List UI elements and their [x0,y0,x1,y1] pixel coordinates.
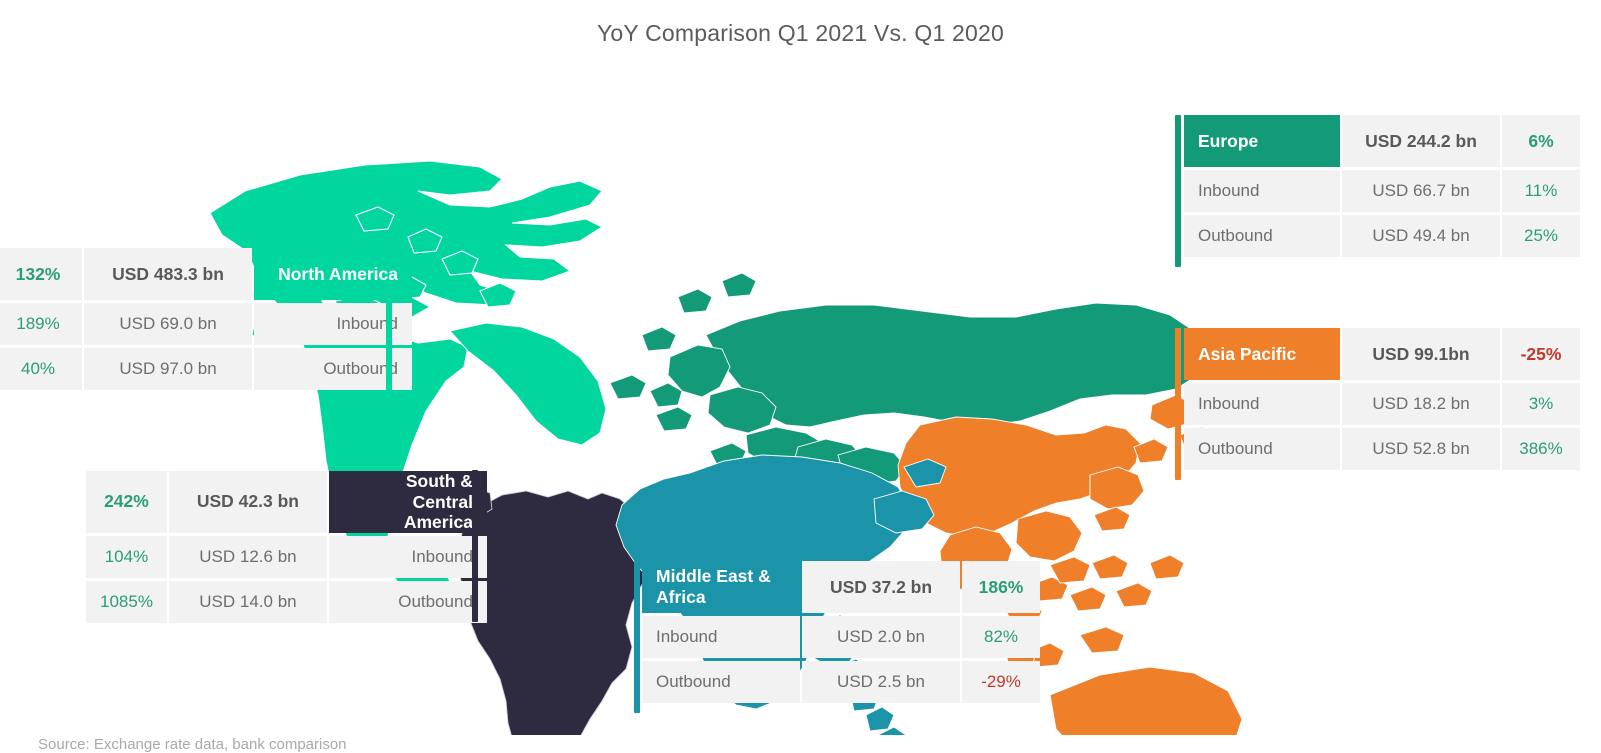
ap-inbound-pct: 3% [1502,383,1580,425]
sca-outbound-pct: 1085% [86,580,167,623]
table-row: 40% USD 97.0 bn Outbound [0,348,412,390]
sca-inbound-value: USD 12.6 bn [168,535,327,578]
na-outbound-label: Outbound [254,348,412,390]
region-table-middle-east-africa: Middle East & Africa USD 37.2 bn 186% In… [640,558,1042,706]
ap-outbound-label: Outbound [1184,428,1340,470]
mea-inbound-label: Inbound [642,616,800,658]
mea-total-value: USD 37.2 bn [802,561,960,613]
na-inbound-value: USD 69.0 bn [84,303,252,345]
page-title: YoY Comparison Q1 2021 Vs. Q1 2020 [596,20,1004,46]
table-row: 189% USD 69.0 bn Inbound [0,303,412,345]
ap-outbound-value: USD 52.8 bn [1342,428,1500,470]
region-table-europe: Europe USD 244.2 bn 6% Inbound USD 66.7 … [1182,112,1582,260]
mea-inbound-pct: 82% [962,616,1040,658]
table-row: 1085% USD 14.0 bn Outbound [86,580,487,623]
na-accent-bar [386,300,392,395]
sca-outbound-value: USD 14.0 bn [168,580,327,623]
ap-inbound-value: USD 18.2 bn [1342,383,1500,425]
region-table-south-central-america: 242% USD 42.3 bn South & Central America… [84,468,489,626]
eu-outbound-value: USD 49.4 bn [1342,215,1500,257]
ap-outbound-pct: 386% [1502,428,1580,470]
mea-inbound-value: USD 2.0 bn [802,616,960,658]
mea-outbound-value: USD 2.5 bn [802,661,960,703]
sca-total-pct: 242% [86,471,167,533]
sca-inbound-label: Inbound [328,535,487,578]
table-row: 242% USD 42.3 bn South & Central America [86,471,487,533]
sca-region-name: South & Central America [328,471,487,533]
mea-outbound-pct: -29% [962,661,1040,703]
na-total-pct: 132% [0,248,82,300]
na-total-value: USD 483.3 bn [84,248,252,300]
ap-total-value: USD 99.1bn [1342,328,1500,380]
table-row: Inbound USD 2.0 bn 82% [642,616,1040,658]
sca-accent-bar [472,470,478,622]
mea-total-pct: 186% [962,561,1040,613]
table-row: 132% USD 483.3 bn North America [0,248,412,300]
sca-total-value: USD 42.3 bn [168,471,327,533]
ap-region-name: Asia Pacific [1184,328,1340,380]
sca-inbound-pct: 104% [86,535,167,578]
table-row: Middle East & Africa USD 37.2 bn 186% [642,561,1040,613]
sca-outbound-label: Outbound [328,580,487,623]
table-row: 104% USD 12.6 bn Inbound [86,535,487,578]
eu-region-name: Europe [1184,115,1340,167]
eu-inbound-pct: 11% [1502,170,1580,212]
eu-accent-bar [1175,115,1181,267]
na-inbound-pct: 189% [0,303,82,345]
na-inbound-label: Inbound [254,303,412,345]
table-row: Asia Pacific USD 99.1bn -25% [1184,328,1580,380]
table-row: Outbound USD 49.4 bn 25% [1184,215,1580,257]
region-table-north-america: 132% USD 483.3 bn North America 189% USD… [0,245,414,393]
table-row: Europe USD 244.2 bn 6% [1184,115,1580,167]
na-outbound-value: USD 97.0 bn [84,348,252,390]
table-row: Inbound USD 66.7 bn 11% [1184,170,1580,212]
region-table-asia-pacific: Asia Pacific USD 99.1bn -25% Inbound USD… [1182,325,1582,473]
eu-outbound-label: Outbound [1184,215,1340,257]
eu-inbound-value: USD 66.7 bn [1342,170,1500,212]
table-row: Outbound USD 52.8 bn 386% [1184,428,1580,470]
eu-inbound-label: Inbound [1184,170,1340,212]
table-row: Inbound USD 18.2 bn 3% [1184,383,1580,425]
table-row: Outbound USD 2.5 bn -29% [642,661,1040,703]
map-region-europe [609,272,1207,496]
mea-region-name: Middle East & Africa [642,561,800,613]
na-outbound-pct: 40% [0,348,82,390]
eu-outbound-pct: 25% [1502,215,1580,257]
mea-outbound-label: Outbound [642,661,800,703]
ap-accent-bar [1175,328,1181,480]
na-region-name: North America [254,248,412,300]
eu-total-pct: 6% [1502,115,1580,167]
ap-inbound-label: Inbound [1184,383,1340,425]
mea-accent-bar [634,561,640,713]
ap-total-pct: -25% [1502,328,1580,380]
eu-total-value: USD 244.2 bn [1342,115,1500,167]
source-note: Source: Exchange rate data, bank compari… [38,736,347,753]
